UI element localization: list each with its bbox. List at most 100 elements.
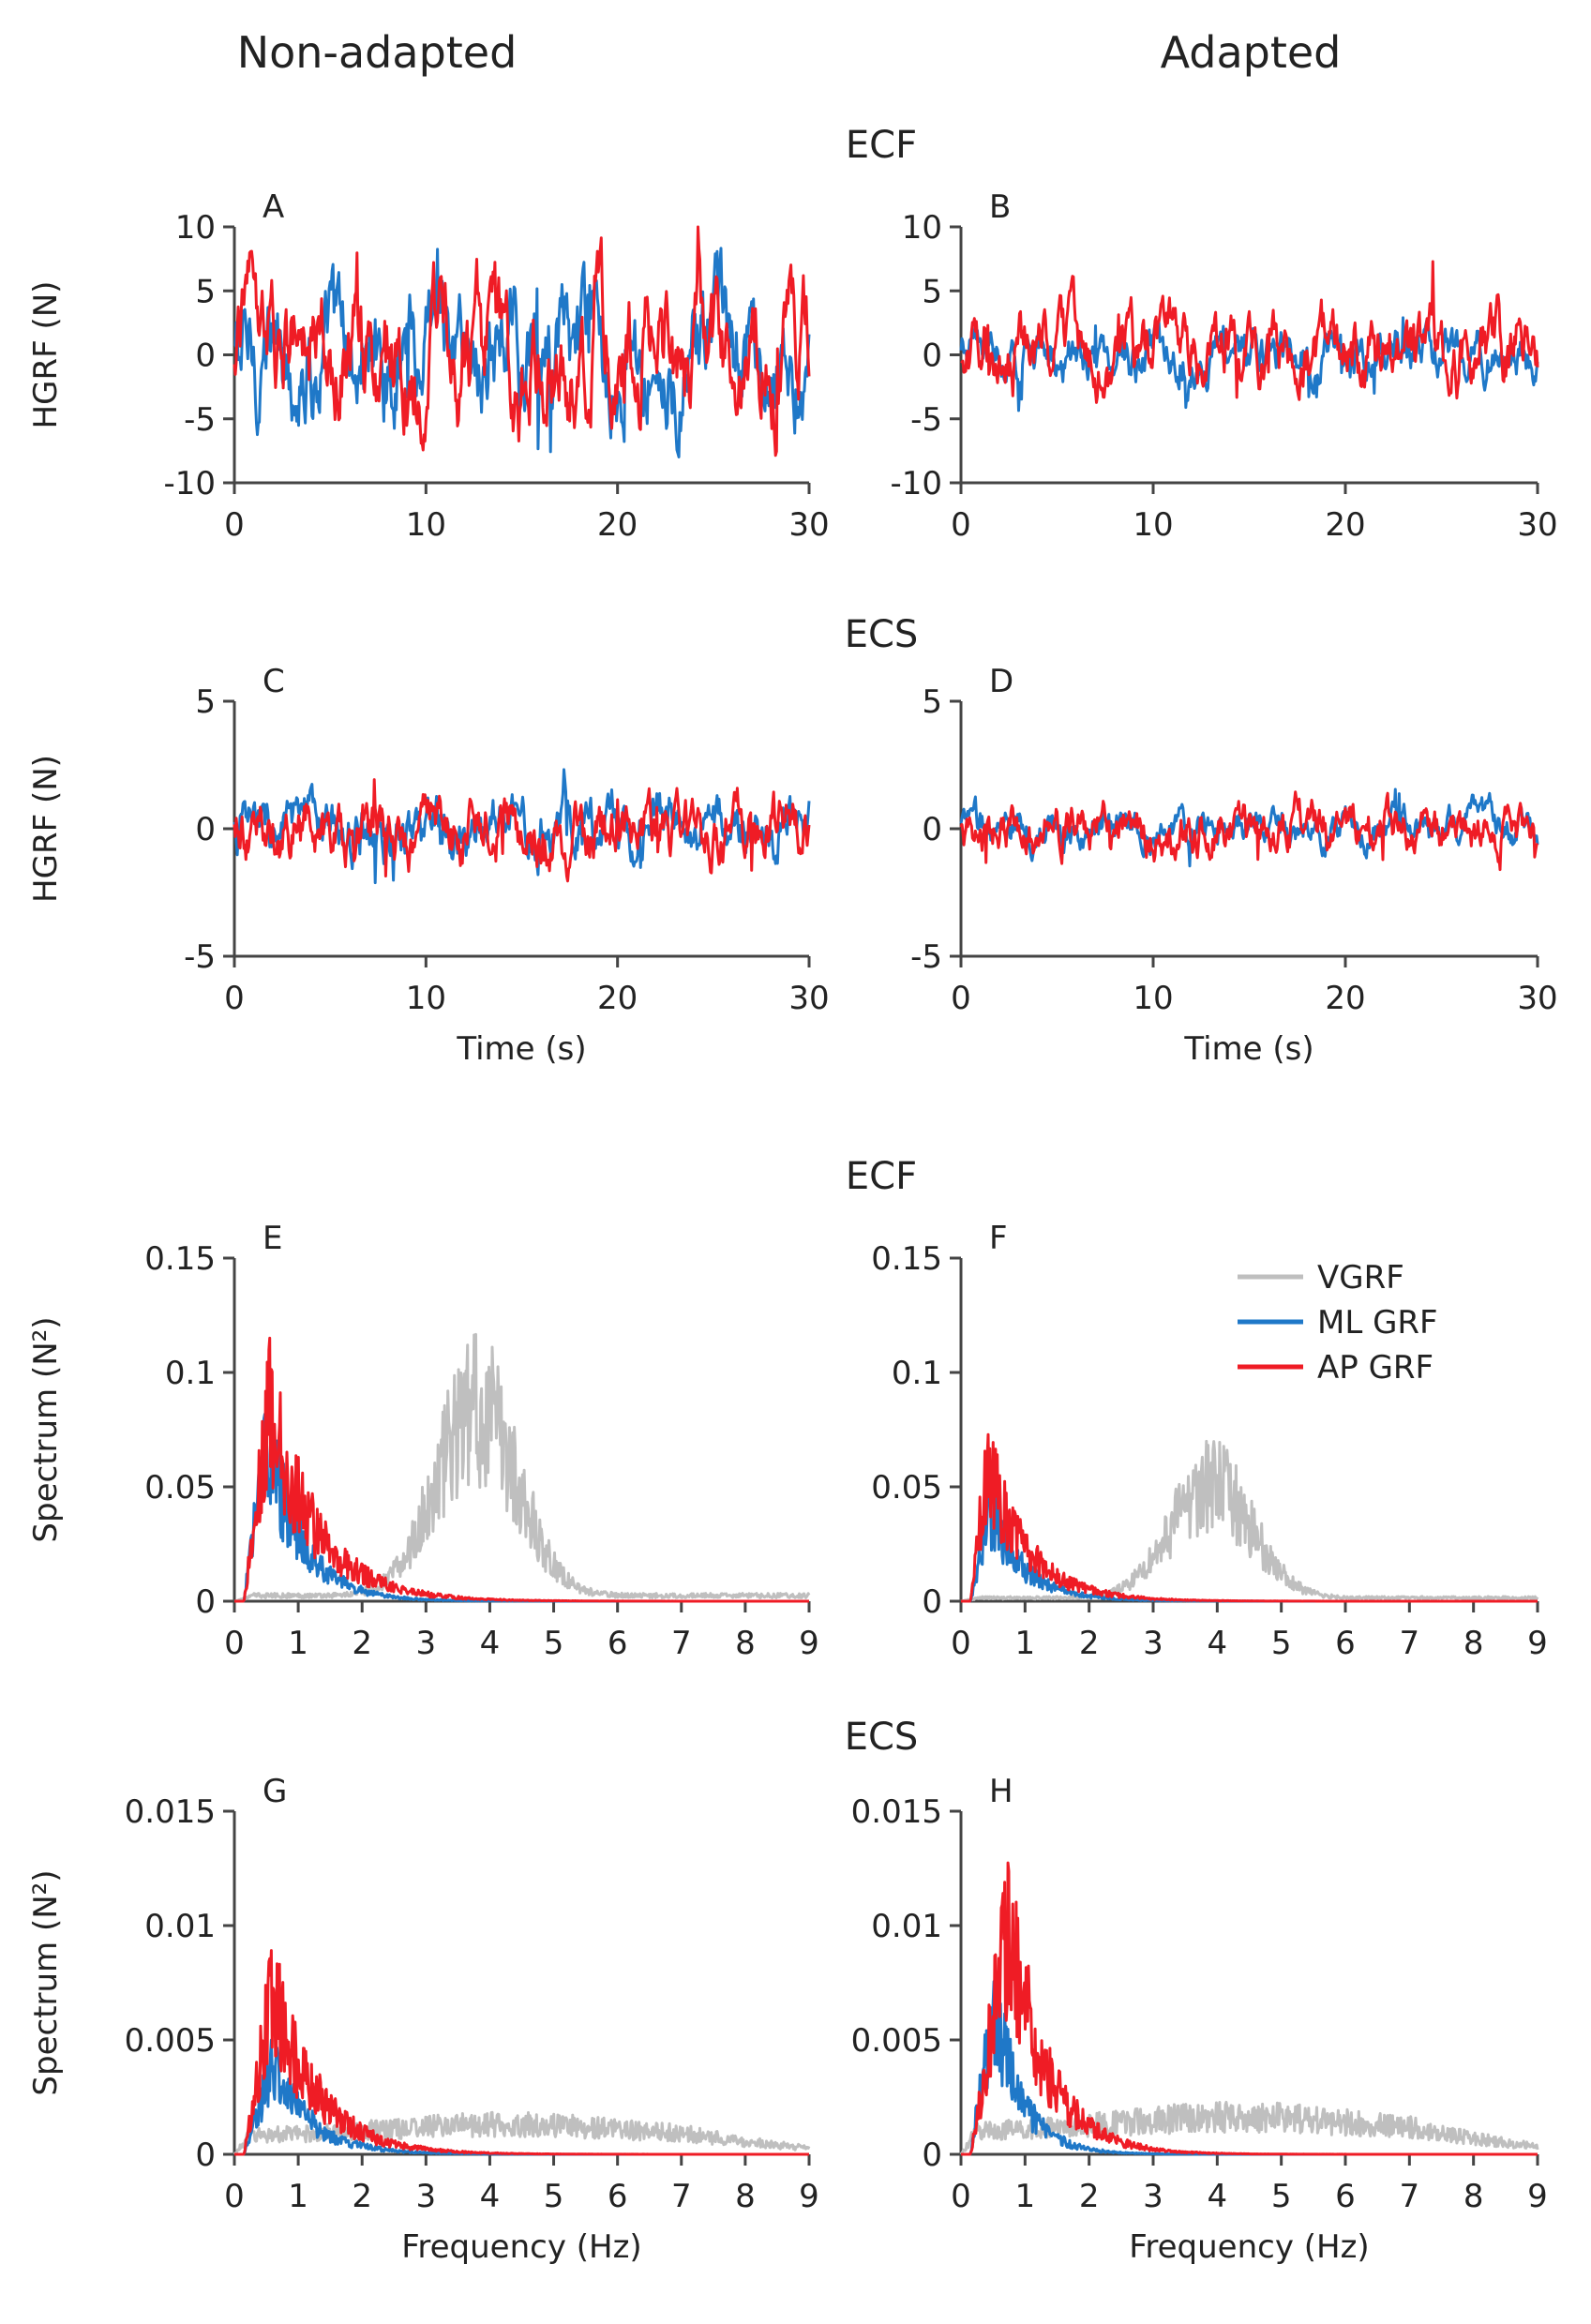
y-tick-label: -5: [184, 938, 216, 976]
legend-label-vgrf: VGRF: [1317, 1259, 1404, 1297]
y-tick-label: 10: [175, 209, 216, 247]
panel-h: 0 0.005 0.01 0.015 0 1 2 3 4 5 6 7 8 9 H Frequency (Hz): [851, 1773, 1548, 2266]
panel-letter: A: [263, 188, 284, 226]
series-line-ap-grf: [233, 225, 811, 457]
series-line-ml-grf: [959, 316, 1539, 412]
column-title-non-adapted: Non-adapted: [237, 27, 518, 78]
series-line-ap-grf: [959, 790, 1539, 872]
y-tick-label: 0.01: [871, 1908, 942, 1945]
x-tick-label: 0: [951, 980, 971, 1017]
y-tick-label: 0.005: [851, 2022, 942, 2060]
panel-letter: G: [263, 1773, 287, 1810]
y-axis-label: HGRF (N): [27, 281, 65, 429]
section-title-ecf-spectrum: ECF: [846, 1155, 917, 1198]
legend-label-ap-grf: AP GRF: [1317, 1349, 1433, 1387]
x-tick-label: 2: [1079, 1625, 1100, 1662]
y-tick-label: 0.1: [165, 1355, 216, 1392]
series-line-ap-grf: [960, 260, 1539, 404]
x-tick-label: 3: [416, 2178, 437, 2215]
x-tick-label: 5: [544, 2178, 564, 2215]
x-tick-label: 4: [1208, 2178, 1228, 2215]
x-tick-label: 3: [1143, 1625, 1163, 1662]
series-line-vgrf: [233, 1332, 811, 1603]
series-line-ap-grf: [233, 1336, 810, 1603]
panel-letter: B: [989, 188, 1011, 226]
x-tick-label: 0: [224, 506, 245, 544]
y-tick-label: 0: [195, 1583, 216, 1621]
x-tick-label: 6: [1335, 1625, 1356, 1662]
panel-a: -10 -5 0 5 10 0 10 20 30 A HGRF (N): [27, 188, 830, 544]
x-tick-label: 0: [951, 1625, 971, 1662]
x-tick-label: 20: [597, 506, 638, 544]
y-tick-label: 5: [195, 683, 216, 721]
x-tick-label: 10: [406, 980, 446, 1017]
x-tick-label: 9: [799, 2178, 819, 2215]
legend: VGRF ML GRF AP GRF: [1238, 1259, 1438, 1387]
x-tick-label: 1: [1015, 1625, 1036, 1662]
y-tick-label: 0.01: [144, 1908, 216, 1945]
y-tick-label: 0.05: [144, 1469, 216, 1507]
y-tick-label: 10: [902, 209, 942, 247]
y-tick-label: 0: [922, 811, 942, 848]
panel-g: 0 0.005 0.01 0.015 0 1 2 3 4 5 6 7 8 9 G Spectrum (N²) F…: [27, 1773, 819, 2266]
panel-b: -10 -5 0 5 10 0 10 20 30 B: [890, 188, 1557, 544]
x-tick-label: 4: [1208, 1625, 1228, 1662]
y-tick-label: -10: [890, 465, 942, 502]
y-tick-label: 0: [195, 2137, 216, 2174]
x-axis-label: Frequency (Hz): [1129, 2228, 1369, 2266]
x-tick-label: 4: [480, 1625, 501, 1662]
x-tick-label: 0: [224, 2178, 245, 2215]
x-tick-label: 20: [1325, 506, 1365, 544]
x-tick-label: 10: [1133, 506, 1173, 544]
x-axis-label: Time (s): [456, 1030, 586, 1068]
y-tick-label: 5: [922, 683, 942, 721]
x-tick-label: 0: [224, 1625, 245, 1662]
series-line-vgrf: [959, 2100, 1539, 2155]
section-title-ecs-time: ECS: [845, 613, 919, 656]
x-tick-label: 20: [597, 980, 638, 1017]
y-axis-label: Spectrum (N²): [27, 1316, 65, 1542]
panel-letter: C: [263, 663, 285, 700]
section-title-ecs-spectrum: ECS: [845, 1716, 919, 1759]
y-axis-label: HGRF (N): [27, 755, 65, 903]
x-tick-label: 30: [788, 506, 829, 544]
x-tick-label: 9: [1527, 1625, 1548, 1662]
legend-label-ml-grf: ML GRF: [1317, 1304, 1438, 1342]
x-tick-label: 30: [788, 980, 829, 1017]
x-tick-label: 2: [352, 1625, 372, 1662]
x-tick-label: 30: [1517, 980, 1557, 1017]
y-tick-label: 0.15: [871, 1240, 942, 1278]
x-tick-label: 3: [416, 1625, 437, 1662]
x-tick-label: 9: [1527, 2178, 1548, 2215]
y-axis-label: Spectrum (N²): [27, 1869, 65, 2095]
y-tick-label: 0: [195, 337, 216, 375]
x-tick-label: 8: [735, 2178, 756, 2215]
x-tick-label: 8: [735, 1625, 756, 1662]
x-tick-label: 10: [406, 506, 446, 544]
series-line-ap-grf: [233, 778, 811, 883]
panel-letter: H: [989, 1773, 1013, 1810]
y-tick-label: -5: [910, 938, 942, 976]
panel-f: 0 0.05 0.1 0.15 0 1 2 3 4 5 6 7 8 9 F: [871, 1220, 1548, 1662]
x-tick-label: 0: [951, 2178, 971, 2215]
x-tick-label: 7: [1400, 1625, 1420, 1662]
series-line-ap-grf: [233, 1949, 810, 2156]
y-tick-label: 0: [922, 337, 942, 375]
column-title-adapted: Adapted: [1161, 27, 1342, 78]
y-tick-label: 0.005: [125, 2022, 216, 2060]
panel-letter: E: [263, 1220, 282, 1257]
y-tick-label: 5: [195, 273, 216, 310]
y-tick-label: 0.05: [871, 1469, 942, 1507]
y-tick-label: 0.015: [125, 1793, 216, 1831]
panel-letter: D: [989, 663, 1013, 700]
y-tick-label: -10: [163, 465, 216, 502]
x-tick-label: 10: [1133, 980, 1173, 1017]
series-line-vgrf: [960, 1439, 1539, 1603]
panel-letter: F: [989, 1220, 1008, 1257]
x-tick-label: 6: [608, 2178, 628, 2215]
y-tick-label: -5: [910, 401, 942, 439]
x-tick-label: 9: [799, 1625, 819, 1662]
